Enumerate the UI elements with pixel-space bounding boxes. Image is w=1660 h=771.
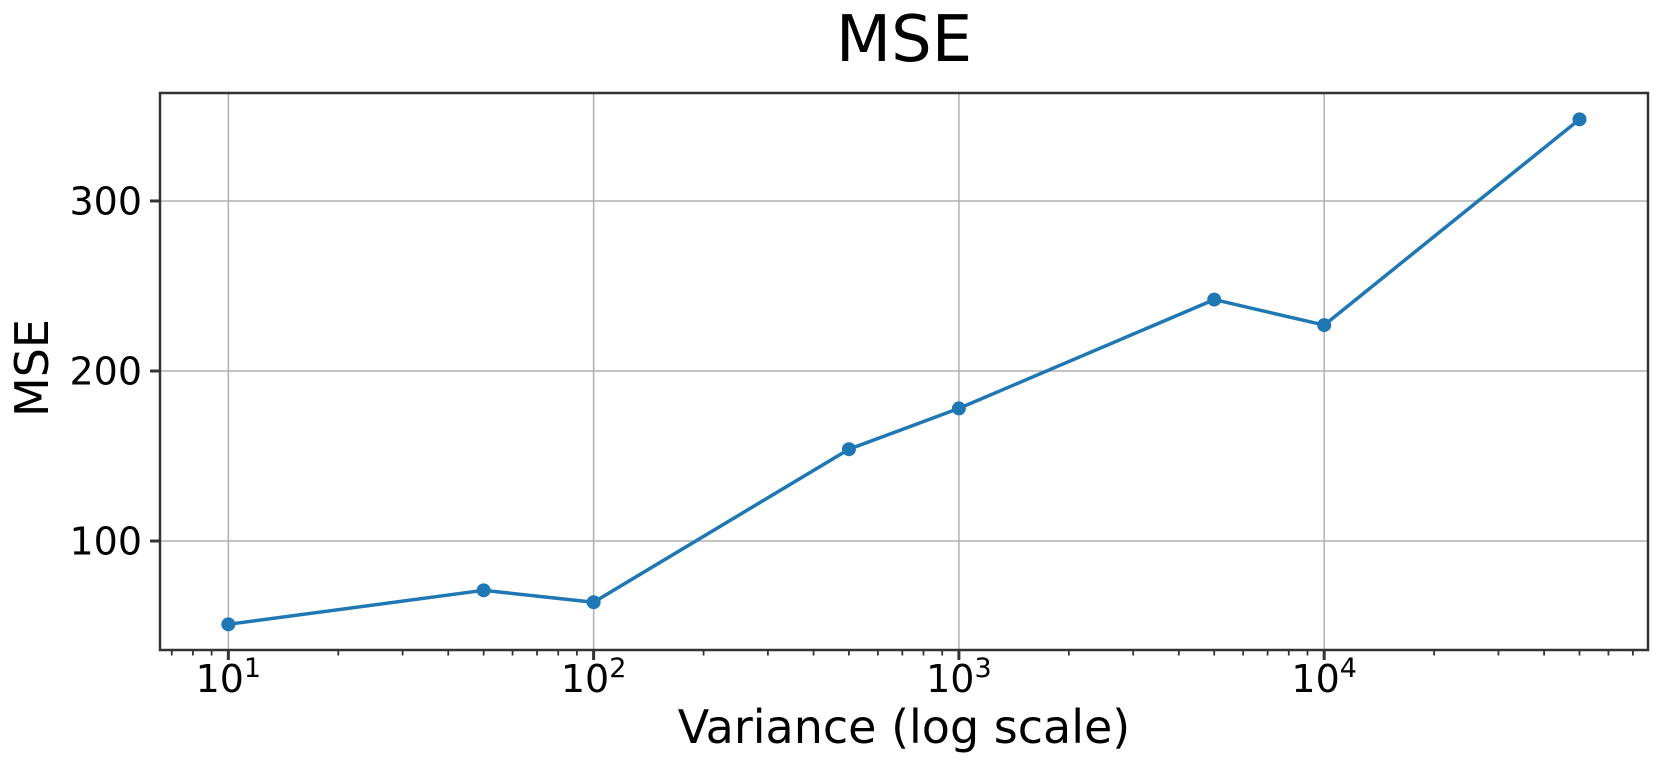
data-point [841,442,856,457]
y-tick-label: 100 [69,520,142,564]
data-point [951,401,966,416]
data-point [221,617,236,632]
data-point [1207,292,1222,307]
x-tick-label: 101 [196,653,262,701]
data-point [476,583,491,598]
data-point [1572,112,1587,127]
data-point [1317,318,1332,333]
y-tick-label: 300 [69,179,142,223]
x-axis-label: Variance (log scale) [677,700,1131,754]
data-line [226,117,1582,627]
y-tick-label: 200 [69,349,142,393]
axes-spines [158,91,1650,652]
y-axis-label: MSE [5,319,59,417]
chart-title: MSE [835,3,973,77]
x-tick-label: 103 [926,653,992,701]
x-tick-label: 104 [1291,653,1357,701]
x-tick-label: 102 [561,653,627,701]
data-point [586,595,601,610]
